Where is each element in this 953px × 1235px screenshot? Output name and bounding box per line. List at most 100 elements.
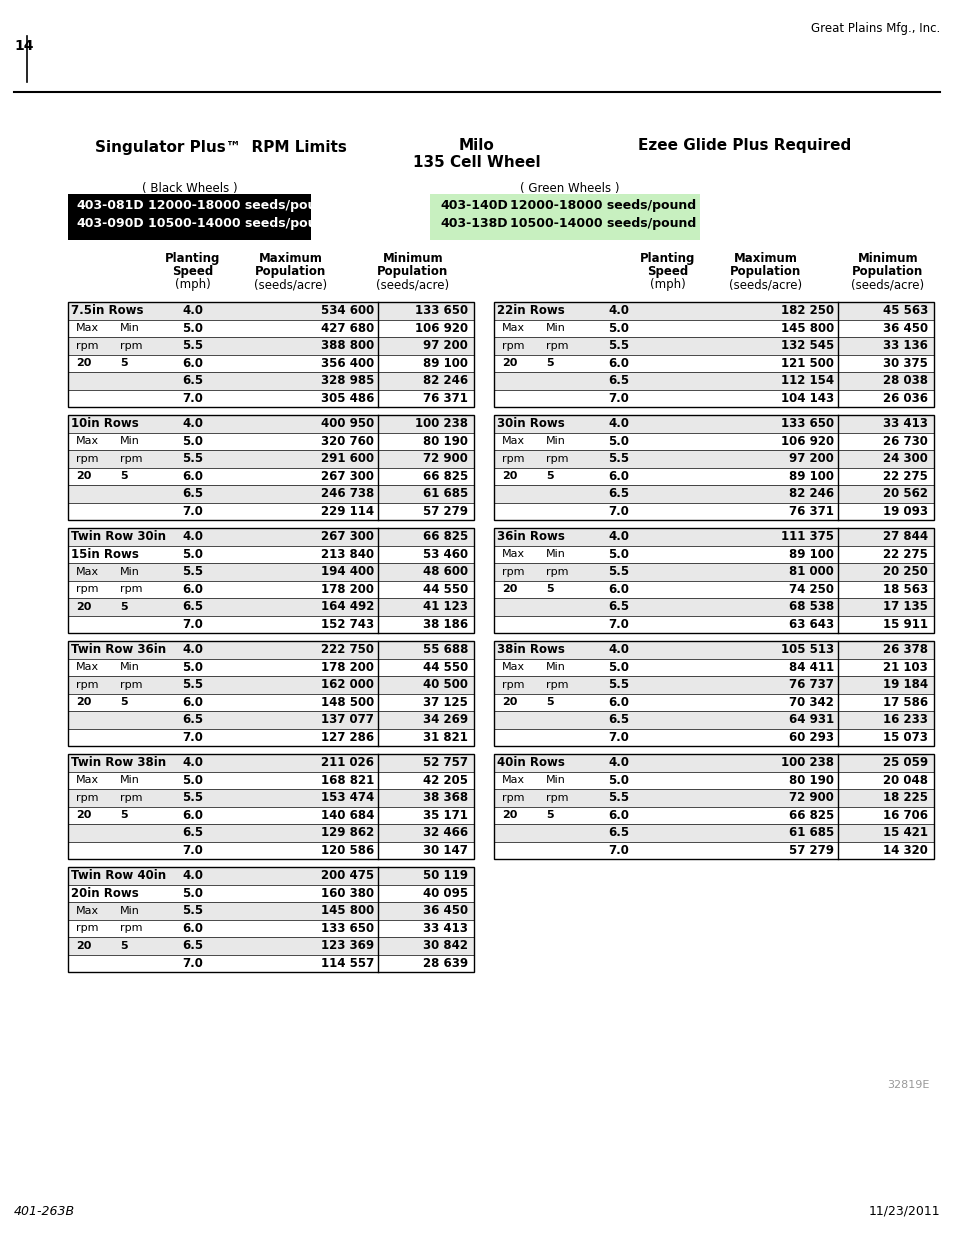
Text: Speed: Speed [172,266,213,278]
Bar [494,755,933,772]
Text: 30 842: 30 842 [422,940,468,952]
Text: 19 184: 19 184 [882,678,927,692]
Bar [68,415,474,520]
Text: 5.5: 5.5 [608,566,629,578]
Text: 27 844: 27 844 [882,530,927,543]
Bar [68,824,474,841]
Bar [494,563,933,580]
Text: (seeds/acre): (seeds/acre) [729,278,801,291]
Text: 40 095: 40 095 [422,887,468,900]
Text: 104 143: 104 143 [781,391,833,405]
Text: 61 685: 61 685 [422,488,468,500]
Text: 145 800: 145 800 [320,904,374,918]
Bar [494,529,933,546]
Text: rpm: rpm [76,793,98,803]
Text: 30 375: 30 375 [882,357,927,369]
Text: rpm: rpm [76,453,98,464]
Text: Twin Row 30in: Twin Row 30in [71,530,166,543]
Text: 68 538: 68 538 [788,600,833,614]
Text: 7.0: 7.0 [182,618,203,631]
Text: 4.0: 4.0 [608,417,629,430]
Text: 5: 5 [120,472,128,482]
Text: 60 293: 60 293 [788,731,833,743]
Text: rpm: rpm [120,793,142,803]
Text: 35 171: 35 171 [423,809,468,821]
Text: 61 685: 61 685 [788,826,833,840]
Text: 4.0: 4.0 [182,304,203,317]
Text: rpm: rpm [120,584,142,594]
Text: 6.5: 6.5 [608,488,629,500]
Text: 7.0: 7.0 [608,391,629,405]
Text: rpm: rpm [76,924,98,934]
Text: 84 411: 84 411 [788,661,833,674]
Text: 100 238: 100 238 [415,417,468,430]
Text: 123 369: 123 369 [320,940,374,952]
Text: 4.0: 4.0 [182,869,203,882]
Text: 5.5: 5.5 [182,792,203,804]
Text: 127 286: 127 286 [320,731,374,743]
Text: 145 800: 145 800 [780,322,833,335]
Text: 5.0: 5.0 [608,661,629,674]
Text: 133 650: 133 650 [320,921,374,935]
Text: 5.5: 5.5 [182,452,203,466]
Text: 246 738: 246 738 [320,488,374,500]
Bar [494,824,933,841]
Text: 7.0: 7.0 [608,844,629,857]
Text: 403-090D: 403-090D [76,217,144,230]
Text: 66 825: 66 825 [422,469,468,483]
Text: 12000-18000 seeds/pound: 12000-18000 seeds/pound [510,199,696,212]
Text: 6.5: 6.5 [608,374,629,388]
Text: 133 650: 133 650 [415,304,468,317]
Bar [68,755,474,860]
Text: 20: 20 [501,698,517,708]
Text: 5.0: 5.0 [608,774,629,787]
Text: 20 048: 20 048 [882,774,927,787]
Text: 97 200: 97 200 [788,452,833,466]
Text: Max: Max [76,776,99,785]
Text: 5: 5 [120,358,128,368]
Text: 400 950: 400 950 [320,417,374,430]
Text: 50 119: 50 119 [422,869,468,882]
Text: Max: Max [501,662,524,672]
Text: 72 900: 72 900 [788,792,833,804]
Text: 5.5: 5.5 [608,792,629,804]
Text: 38 368: 38 368 [422,792,468,804]
Text: 74 250: 74 250 [788,583,833,595]
Text: 20: 20 [501,584,517,594]
Text: 10in Rows: 10in Rows [71,417,138,430]
Text: 38 186: 38 186 [422,618,468,631]
Text: 20 562: 20 562 [882,488,927,500]
Text: 7.0: 7.0 [608,505,629,517]
Text: 4.0: 4.0 [182,756,203,769]
Text: 36in Rows: 36in Rows [497,530,564,543]
Text: 5: 5 [545,358,553,368]
Text: Great Plains Mfg., Inc.: Great Plains Mfg., Inc. [810,22,939,35]
Text: 6.5: 6.5 [182,600,203,614]
Text: 5: 5 [545,472,553,482]
Text: 267 300: 267 300 [320,469,374,483]
Text: 6.0: 6.0 [608,469,629,483]
Text: Min: Min [120,324,140,333]
Text: 89 100: 89 100 [788,469,833,483]
Text: rpm: rpm [545,679,568,690]
Text: 4.0: 4.0 [608,304,629,317]
Text: Twin Row 38in: Twin Row 38in [71,756,166,769]
Text: 20 250: 20 250 [882,566,927,578]
Bar [494,303,933,408]
Text: 5.0: 5.0 [182,774,203,787]
Text: 5.0: 5.0 [182,548,203,561]
Text: 18 225: 18 225 [882,792,927,804]
Text: 7.5in Rows: 7.5in Rows [71,304,143,317]
Text: 111 375: 111 375 [781,530,833,543]
Bar [494,337,933,354]
Text: rpm: rpm [120,924,142,934]
Bar [494,529,933,634]
Text: 22in Rows: 22in Rows [497,304,564,317]
Text: Milo: Milo [458,138,495,153]
Text: 320 760: 320 760 [320,435,374,448]
Text: 5.0: 5.0 [182,661,203,674]
Text: 32 466: 32 466 [422,826,468,840]
Text: rpm: rpm [120,679,142,690]
Bar [68,303,474,320]
Text: (seeds/acre): (seeds/acre) [254,278,327,291]
